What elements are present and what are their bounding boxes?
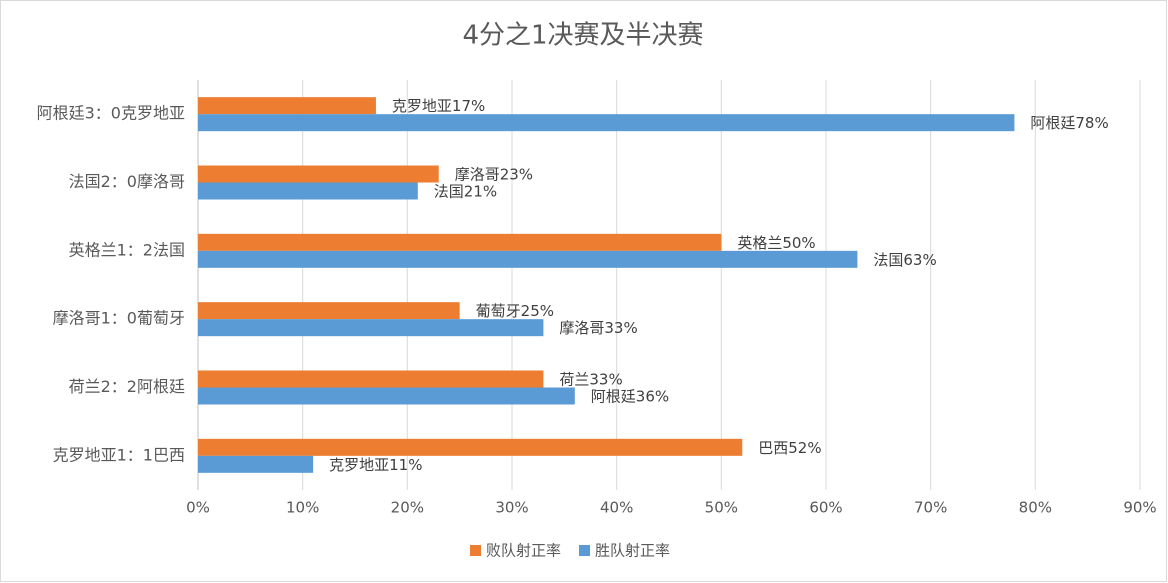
x-tick-label: 70%: [914, 499, 947, 517]
data-label: 巴西52%: [758, 439, 821, 457]
bar: [198, 455, 314, 473]
y-tick-label: 法国2：0摩洛哥: [69, 172, 185, 191]
bar: [198, 438, 743, 456]
y-tick-label: 英格兰1：2法国: [69, 240, 185, 259]
data-label: 法国63%: [873, 251, 936, 269]
chart-title: 4分之1决赛及半决赛: [462, 21, 703, 51]
data-label: 克罗地亚11%: [329, 456, 422, 474]
bar: [198, 182, 418, 200]
x-tick-label: 50%: [705, 499, 738, 517]
bar: [198, 387, 575, 405]
bar: [198, 370, 544, 388]
data-label: 英格兰50%: [737, 234, 815, 252]
bar: [198, 165, 439, 183]
bar: [198, 233, 722, 251]
x-tick-label: 40%: [600, 499, 633, 517]
x-tick-label: 30%: [495, 499, 528, 517]
bar: [198, 250, 858, 268]
y-tick-label: 克罗地亚1：1巴西: [53, 445, 185, 464]
x-tick-label: 90%: [1123, 499, 1156, 517]
x-tick-label: 60%: [809, 499, 842, 517]
y-tick-label: 摩洛哥1：0葡萄牙: [53, 309, 185, 328]
data-label: 摩洛哥23%: [455, 166, 533, 184]
bar: [198, 302, 460, 320]
data-label: 摩洛哥33%: [559, 319, 637, 337]
data-label: 阿根廷78%: [1030, 114, 1108, 132]
data-label: 葡萄牙25%: [476, 302, 554, 320]
legend-label: 败队射正率: [486, 542, 561, 560]
x-tick-label: 80%: [1019, 499, 1052, 517]
y-tick-label: 阿根廷3：0克罗地亚: [37, 104, 185, 123]
data-label: 克罗地亚17%: [392, 97, 485, 115]
legend-swatch: [579, 545, 591, 556]
data-label: 法国21%: [434, 183, 497, 201]
data-label: 阿根廷36%: [591, 388, 669, 406]
x-tick-label: 10%: [286, 499, 319, 517]
legend-swatch: [470, 545, 481, 556]
x-tick-label: 20%: [391, 499, 424, 517]
legend-label: 胜队射正率: [595, 542, 670, 560]
y-tick-label: 荷兰2：2阿根廷: [69, 377, 185, 396]
x-tick-label: 0%: [186, 499, 210, 517]
bar: [198, 319, 544, 337]
data-label: 荷兰33%: [559, 371, 622, 389]
bar: [198, 114, 1015, 132]
bar: [198, 97, 376, 115]
